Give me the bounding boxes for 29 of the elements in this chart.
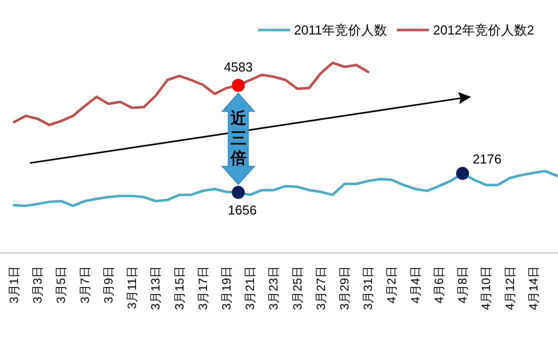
x-tick-label: 3月9日 — [101, 266, 116, 304]
data-label: 1656 — [228, 202, 257, 218]
annotation: 近三倍 — [229, 109, 248, 168]
x-tick-label: 4月12日 — [502, 266, 517, 310]
x-tick-label: 3月21日 — [243, 266, 258, 310]
x-tick-label: 3月29日 — [338, 266, 352, 310]
x-tick-label: 3月19日 — [219, 266, 234, 310]
data-label: 2176 — [472, 151, 502, 166]
x-tick-label: 3月15日 — [172, 266, 186, 310]
x-tick-label: 3月25日 — [290, 266, 304, 310]
x-tick-label: 4月8日 — [456, 266, 470, 304]
x-tick-label: 4月4日 — [408, 266, 422, 304]
x-tick-label: 4月6日 — [432, 266, 446, 304]
x-tick-label: 3月5日 — [54, 266, 68, 304]
x-tick-label: 3月7日 — [78, 266, 92, 304]
x-tick-label: 3月1日 — [7, 266, 21, 304]
x-tick-label: 3月3日 — [30, 266, 45, 304]
x-tick-label: 3月23日 — [266, 266, 281, 310]
x-tick-label: 3月17日 — [196, 266, 210, 310]
x-tick-label: 4月14日 — [526, 266, 540, 310]
legend-label: 2012年竞价人数2 — [432, 22, 534, 38]
x-tick-label: 3月11日 — [125, 266, 140, 310]
data-label: 4583 — [224, 59, 253, 74]
x-tick-label: 4月2日 — [384, 266, 399, 304]
x-tick-label: 3月31日 — [361, 266, 376, 310]
x-tick-label: 3月27日 — [314, 266, 328, 310]
x-tick-label: 4月10日 — [479, 266, 494, 310]
x-tick-label: 3月13日 — [148, 266, 163, 310]
legend-label: 2011年竞价人数 — [294, 22, 387, 38]
